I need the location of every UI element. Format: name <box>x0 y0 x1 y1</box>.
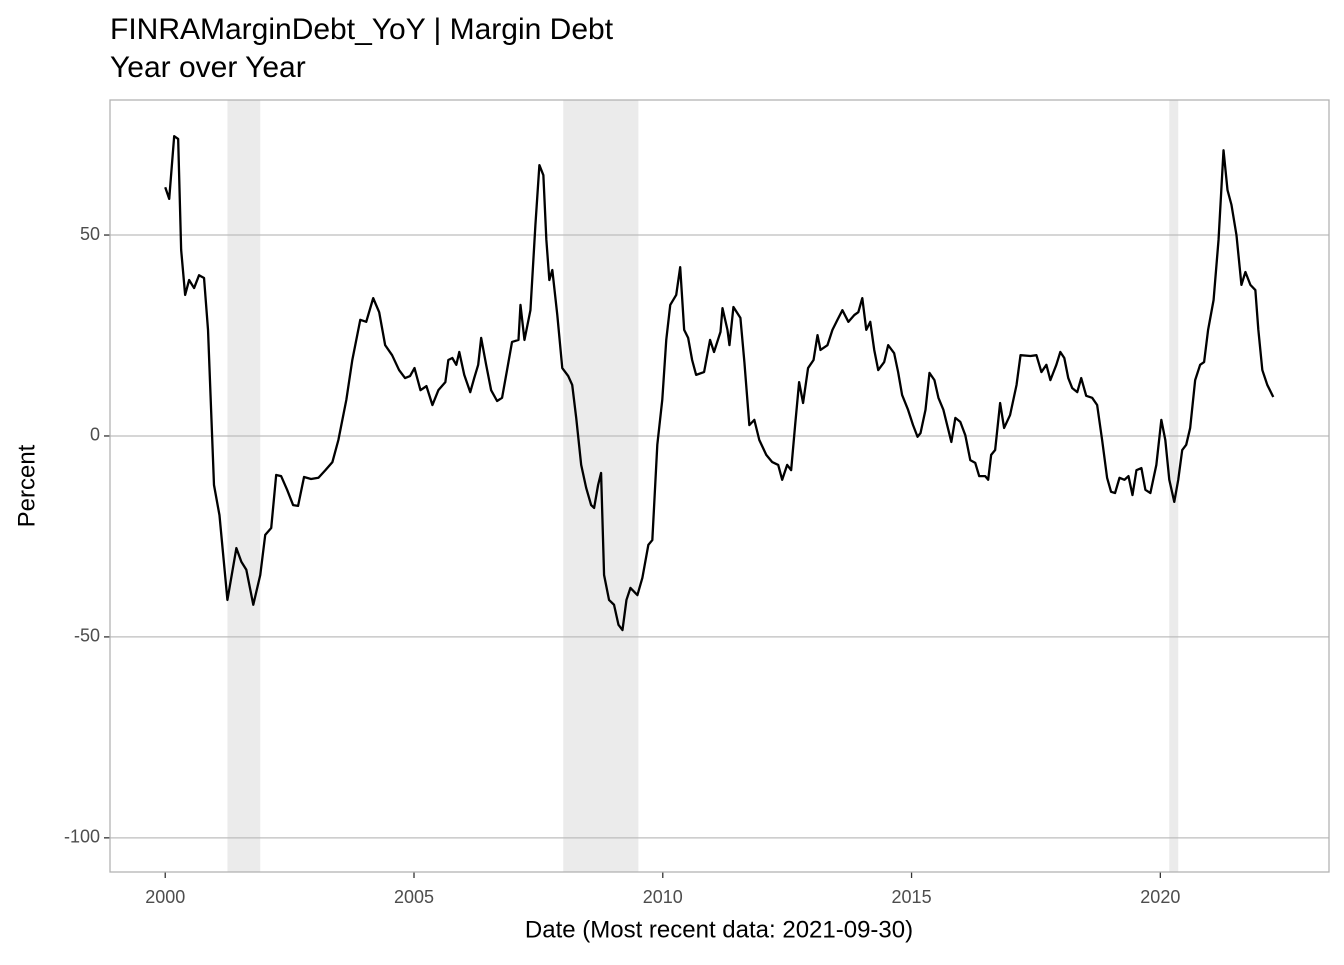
shaded-period <box>1169 100 1179 872</box>
data-line <box>164 135 1275 632</box>
panel-border <box>109 99 1330 873</box>
y-tick-label: -50 <box>74 626 100 646</box>
shaded-period <box>227 100 261 872</box>
y-tick-label: 0 <box>90 425 100 445</box>
y-tick-label: 50 <box>80 224 100 244</box>
x-axis-title: Date (Most recent data: 2021-09-30) <box>525 916 913 943</box>
x-tick-label: 2020 <box>1140 887 1180 907</box>
y-axis-title: Percent <box>13 444 40 527</box>
chart-subtitle: Year over Year <box>110 51 306 84</box>
y-tick-label: -100 <box>64 827 100 847</box>
x-tick-label: 2005 <box>394 887 434 907</box>
x-tick-label: 2010 <box>643 887 683 907</box>
chart-title: FINRAMarginDebt_YoY | Margin Debt <box>110 13 614 46</box>
x-tick-label: 2015 <box>892 887 932 907</box>
x-tick-label: 2000 <box>145 887 185 907</box>
